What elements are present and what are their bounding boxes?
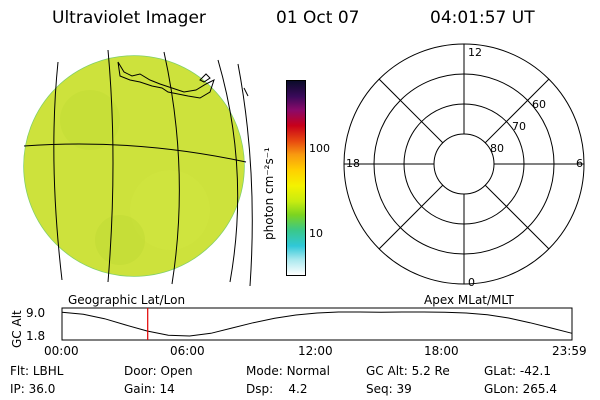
colorbar-tick-10: 10 bbox=[309, 227, 323, 240]
mlt-label-18: 18 bbox=[346, 157, 360, 170]
info-glat: GLat: -42.1 bbox=[484, 364, 551, 378]
mlt-label-0: 0 bbox=[468, 276, 475, 289]
info-mode: Mode: Normal bbox=[246, 364, 330, 378]
mlt-label-6: 6 bbox=[576, 157, 583, 170]
info-seq: Seq: 39 bbox=[366, 382, 412, 396]
lat-label-70: 70 bbox=[512, 120, 526, 133]
info-ip: IP: 36.0 bbox=[10, 382, 56, 396]
timeline-frame bbox=[61, 307, 573, 341]
timeline-xtick-1200: 12:00 bbox=[298, 344, 333, 358]
info-flt: Flt: LBHL bbox=[10, 364, 64, 378]
timeline-ytick-bottom: 1.8 bbox=[26, 329, 46, 343]
colorbar bbox=[286, 80, 306, 276]
lat-label-60: 60 bbox=[532, 98, 546, 111]
time-label: 04:01:57 UT bbox=[430, 8, 535, 28]
timeline-xtick-2359: 23:59 bbox=[552, 344, 587, 358]
geographic-label: Geographic Lat/Lon bbox=[68, 293, 186, 307]
colorbar-gradient bbox=[286, 80, 306, 276]
info-glon: GLon: 265.4 bbox=[484, 382, 557, 396]
polar-diag-nw bbox=[378, 78, 444, 144]
lat-label-80: 80 bbox=[490, 142, 504, 155]
timeline-ytick-top: 9.0 bbox=[26, 306, 46, 320]
polar-diag-se bbox=[484, 184, 550, 250]
app-title: Ultraviolet Imager bbox=[52, 8, 206, 28]
globe-texture bbox=[24, 56, 244, 276]
info-door: Door: Open bbox=[124, 364, 193, 378]
info-gc-alt: GC Alt: 5.2 Re bbox=[366, 364, 450, 378]
info-dsp: Dsp: 4.2 bbox=[246, 382, 308, 396]
timeline-xtick-1800: 18:00 bbox=[424, 344, 459, 358]
altitude-curve bbox=[61, 311, 573, 337]
date-label: 01 Oct 07 bbox=[276, 8, 360, 28]
timeline-xtick-0600: 06:00 bbox=[170, 344, 205, 358]
info-gain: Gain: 14 bbox=[124, 382, 175, 396]
graticule bbox=[23, 49, 253, 287]
timeline-xtick-0000: 00:00 bbox=[44, 344, 79, 358]
apex-label: Apex MLat/MLT bbox=[424, 293, 514, 307]
timeline-ylabel: GC Alt bbox=[10, 310, 24, 348]
coastline-outline bbox=[117, 61, 215, 99]
polar-diag-ne bbox=[484, 78, 550, 144]
colorbar-tick-100: 100 bbox=[309, 142, 330, 155]
mlt-label-12: 12 bbox=[468, 46, 482, 59]
island-outline bbox=[199, 73, 211, 83]
polar-diag-sw bbox=[378, 184, 444, 250]
